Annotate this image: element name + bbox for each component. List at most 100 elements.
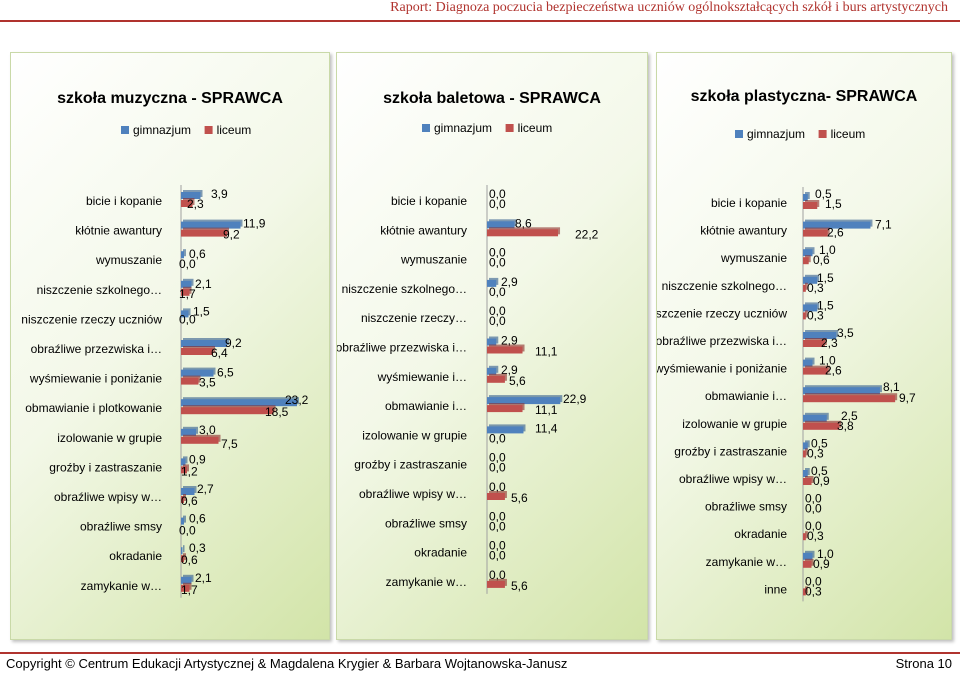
- bar-liceum: [803, 533, 806, 540]
- data-label-liceum: 0,0: [489, 461, 506, 475]
- data-label-gimnazjum: 3,9: [211, 187, 228, 201]
- category-label: groźby i zastraszanie: [49, 460, 162, 474]
- data-label-liceum: 22,2: [575, 227, 599, 241]
- footer-page-number: Strona 10: [896, 656, 952, 671]
- legend-label-gimnazjum: gimnazjum: [133, 123, 191, 137]
- category-label: wyśmiewanie i…: [377, 370, 467, 384]
- category-label: izolowanie w grupie: [682, 417, 787, 431]
- data-label-gimnazjum: 11,4: [535, 421, 558, 435]
- data-label-liceum: 0,0: [179, 312, 196, 326]
- legend-label-liceum: liceum: [518, 121, 553, 135]
- data-label-gimnazjum: 3,0: [199, 423, 216, 437]
- chart-title: szkoła plastyczna- SPRAWCA: [691, 88, 918, 105]
- category-label: wymuszanie: [95, 253, 162, 267]
- bar-gimnazjum: [803, 470, 808, 477]
- data-label-liceum: 9,7: [899, 391, 916, 405]
- data-label-liceum: 0,0: [805, 502, 822, 516]
- bar-liceum: [487, 229, 558, 236]
- data-label-liceum: 0,0: [489, 285, 506, 299]
- bar-liceum: [803, 230, 828, 237]
- data-label-liceum: 0,3: [807, 308, 824, 322]
- data-label-liceum: 7,5: [221, 437, 238, 451]
- category-label: obraźliwe smsy: [385, 516, 467, 530]
- data-label-liceum: 0,0: [489, 549, 506, 563]
- bar-liceum: [803, 368, 828, 375]
- data-label-liceum: 1,7: [181, 583, 198, 597]
- bar-shadow-gimnazjum: [183, 545, 185, 552]
- category-label: bicie i kopanie: [711, 196, 787, 210]
- bar-liceum: [181, 407, 274, 414]
- category-label: obraźliwe przezwiska i…: [337, 341, 467, 355]
- category-label: kłótnie awantury: [700, 224, 787, 238]
- category-label: niszczenie rzeczy…: [361, 311, 467, 325]
- data-label-liceum: 0,6: [813, 253, 830, 267]
- bar-liceum: [803, 395, 895, 402]
- data-label-liceum: 0,0: [489, 197, 506, 211]
- data-label-liceum: 0,6: [181, 553, 198, 567]
- category-label: groźby i zastraszanie: [354, 458, 467, 472]
- data-label-liceum: 0,0: [489, 256, 506, 270]
- data-label-liceum: 0,0: [179, 257, 196, 271]
- page-header: Raport: Diagnoza poczucia bezpieczeństwa…: [0, 0, 960, 22]
- data-label-liceum: 6,4: [211, 346, 228, 360]
- data-label-liceum: 5,6: [511, 491, 528, 505]
- bar-gimnazjum: [487, 221, 515, 228]
- bar-liceum: [803, 285, 806, 292]
- category-label: niszczenie szkolnego…: [342, 282, 467, 296]
- category-label: obraźliwe wpisy w…: [679, 472, 787, 486]
- data-label-gimnazjum: 3,5: [837, 326, 854, 340]
- category-label: wyśmiewanie i poniżanie: [29, 372, 162, 386]
- bar-gimnazjum: [803, 387, 880, 394]
- data-label-gimnazjum: 6,5: [217, 366, 234, 380]
- bar-liceum: [181, 348, 213, 355]
- category-label: bicie i kopanie: [86, 194, 162, 208]
- legend-swatch-liceum: [506, 124, 514, 132]
- data-label-liceum: 0,9: [813, 474, 830, 488]
- data-label-liceum: 2,6: [825, 364, 842, 378]
- legend-swatch-liceum: [819, 130, 827, 138]
- data-label-liceum: 2,3: [187, 197, 204, 211]
- data-label-liceum: 2,6: [827, 226, 844, 240]
- category-label: okradanie: [414, 546, 467, 560]
- data-label-liceum: 1,7: [179, 287, 196, 301]
- legend-swatch-gimnazjum: [422, 124, 430, 132]
- category-label: obraźliwe przezwiska i…: [657, 334, 787, 348]
- category-label: inne: [764, 582, 787, 596]
- bar-liceum: [803, 423, 839, 430]
- data-label-liceum: 2,3: [821, 336, 838, 350]
- bar-gimnazjum: [803, 553, 813, 560]
- chart-title: szkoła baletowa - SPRAWCA: [383, 90, 601, 107]
- category-label: wymuszanie: [720, 251, 787, 265]
- bar-liceum: [487, 493, 505, 500]
- category-label: groźby i zastraszanie: [674, 444, 787, 458]
- bar-liceum: [803, 257, 809, 264]
- bar-liceum: [487, 347, 523, 354]
- category-label: kłótnie awantury: [75, 224, 162, 238]
- data-label-liceum: 0,9: [813, 557, 830, 571]
- data-label-liceum: 0,3: [807, 281, 824, 295]
- data-label-liceum: 0,6: [181, 494, 198, 508]
- category-label: obmawianie i plotkowanie: [25, 401, 162, 415]
- data-label-liceum: 11,1: [535, 403, 558, 417]
- category-label: obraźliwe wpisy w…: [54, 490, 162, 504]
- category-label: izolowanie w grupie: [362, 428, 467, 442]
- category-label: zamykanie w…: [386, 575, 467, 589]
- bar-gimnazjum: [803, 415, 827, 422]
- category-label: obmawianie i…: [385, 399, 467, 413]
- page-footer: Copyright © Centrum Edukacji Artystyczne…: [0, 652, 960, 673]
- legend-swatch-gimnazjum: [121, 126, 129, 134]
- bar-gimnazjum: [803, 249, 813, 256]
- data-label-liceum: 0,3: [807, 529, 824, 543]
- legend-label-liceum: liceum: [831, 127, 866, 141]
- chart-title: szkoła muzyczna - SPRAWCA: [57, 90, 283, 107]
- bar-liceum: [803, 478, 812, 485]
- data-label-liceum: 0,3: [807, 446, 824, 460]
- bar-liceum: [181, 437, 219, 444]
- data-label-gimnazjum: 23,2: [285, 393, 309, 407]
- data-label-liceum: 18,5: [265, 405, 289, 419]
